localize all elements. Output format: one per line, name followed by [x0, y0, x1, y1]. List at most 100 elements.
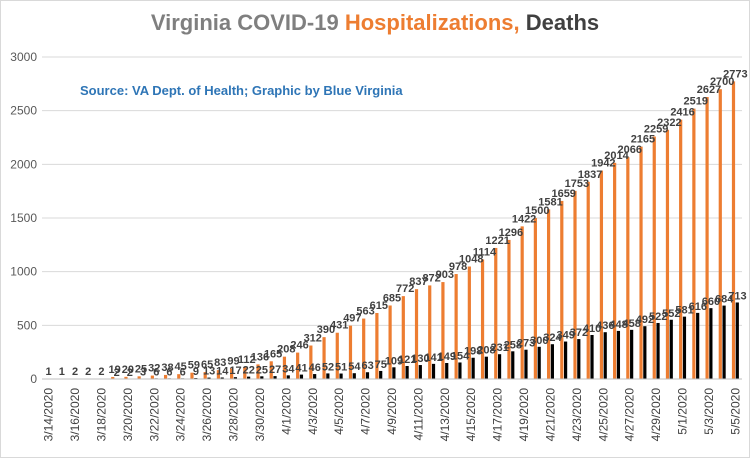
- data-label-hospitalizations: 1: [59, 366, 65, 378]
- bar-deaths: [406, 366, 409, 379]
- x-tick-label: 4/19/2020: [517, 388, 531, 442]
- bar-deaths: [538, 347, 541, 379]
- x-tick-label: 3/20/2020: [121, 388, 135, 442]
- x-tick-label: 4/25/2020: [596, 388, 610, 442]
- bar-hospitalizations: [626, 157, 629, 379]
- x-tick-label: 3/26/2020: [200, 388, 214, 442]
- x-tick-label: 4/13/2020: [438, 388, 452, 442]
- y-tick-label: 2500: [10, 104, 37, 118]
- bar-hospitalizations: [547, 209, 550, 379]
- chart-title: Virginia COVID-19 Hospitalizations, Deat…: [151, 10, 599, 35]
- bar-hospitalizations: [389, 305, 392, 379]
- y-tick-label: 3000: [10, 50, 37, 64]
- bar-hospitalizations: [455, 274, 458, 379]
- y-tick-label: 0: [30, 372, 37, 386]
- bar-hospitalizations: [719, 89, 722, 379]
- x-tick-label: 4/15/2020: [464, 388, 478, 442]
- x-tick-label: 4/23/2020: [570, 388, 584, 442]
- bar-deaths: [300, 375, 303, 379]
- data-label-deaths: 6: [180, 366, 186, 378]
- bar-hospitalizations: [653, 137, 656, 379]
- x-tick-label: 3/24/2020: [174, 388, 188, 442]
- bar-deaths: [287, 375, 290, 379]
- data-label-deaths: 22: [243, 365, 255, 377]
- bar-deaths: [485, 357, 488, 379]
- x-tick-label: 3/22/2020: [147, 388, 161, 442]
- data-label-deaths: 2: [127, 367, 133, 379]
- bar-deaths: [630, 330, 633, 379]
- bar-deaths: [696, 313, 699, 379]
- x-tick-label: 4/7/2020: [359, 388, 373, 435]
- bar-hospitalizations: [679, 120, 682, 379]
- bar-deaths: [590, 335, 593, 379]
- bar-deaths: [326, 373, 329, 379]
- data-label-deaths: 6: [166, 366, 172, 378]
- x-tick-label: 5/5/2020: [728, 388, 742, 435]
- bar-deaths: [709, 308, 712, 379]
- bar-deaths: [722, 306, 725, 379]
- data-label-deaths: 34: [282, 363, 295, 375]
- bar-deaths: [313, 374, 316, 379]
- bar-deaths: [392, 367, 395, 379]
- data-label-deaths: 713: [728, 290, 746, 302]
- data-label-hospitalizations: 2773: [723, 68, 747, 80]
- x-tick-label: 3/28/2020: [227, 388, 241, 442]
- data-label-deaths: 3: [140, 367, 146, 379]
- bar-deaths: [604, 332, 607, 379]
- y-tick-label: 500: [17, 318, 37, 332]
- y-tick-label: 1500: [10, 211, 37, 225]
- data-label-deaths: 52: [322, 361, 334, 373]
- data-label-hospitalizations: 2: [72, 366, 78, 378]
- bar-deaths: [498, 354, 501, 379]
- bar-deaths: [551, 344, 554, 379]
- bar-hospitalizations: [600, 171, 603, 379]
- bar-deaths: [656, 323, 659, 379]
- x-tick-label: 5/3/2020: [702, 388, 716, 435]
- data-label-hospitalizations: 1837: [578, 169, 602, 181]
- data-label-deaths: 46: [309, 362, 321, 374]
- x-tick-label: 4/1/2020: [279, 388, 293, 435]
- x-tick-label: 4/5/2020: [332, 388, 346, 435]
- x-tick-label: 5/1/2020: [676, 388, 690, 435]
- data-label-hospitalizations: 2416: [670, 107, 694, 119]
- x-tick-label: 4/29/2020: [649, 388, 663, 442]
- bar-deaths: [419, 365, 422, 379]
- bar-hospitalizations: [732, 81, 735, 379]
- bar-deaths: [617, 331, 620, 379]
- bar-hospitalizations: [494, 248, 497, 379]
- x-tick-label: 4/3/2020: [306, 388, 320, 435]
- title-part-hospitalizations: Hospitalizations,: [345, 10, 526, 35]
- x-tick-label: 3/14/2020: [42, 388, 56, 442]
- data-label-deaths: 6: [153, 366, 159, 378]
- bar-deaths: [472, 358, 475, 379]
- data-label-deaths: 54: [348, 361, 361, 373]
- data-label-deaths: 25: [256, 364, 268, 376]
- bar-deaths: [524, 350, 527, 379]
- title-part-state: Virginia COVID-19: [151, 10, 345, 35]
- x-tick-label: 3/30/2020: [253, 388, 267, 442]
- bar-deaths: [458, 362, 461, 379]
- x-tick-label: 4/17/2020: [491, 388, 505, 442]
- data-label-deaths: 9: [193, 366, 199, 378]
- bar-hospitalizations: [507, 240, 510, 379]
- bar-hospitalizations: [666, 130, 669, 379]
- data-label-hospitalizations: 2: [98, 366, 104, 378]
- data-label-hospitalizations: 1114: [473, 246, 497, 258]
- data-label-deaths: 17: [229, 365, 241, 377]
- bar-hospitalizations: [587, 182, 590, 379]
- bar-deaths: [670, 320, 673, 379]
- bar-hospitalizations: [534, 218, 537, 379]
- x-tick-label: 4/9/2020: [385, 388, 399, 435]
- bar-deaths: [683, 317, 686, 379]
- bar-deaths: [432, 364, 435, 379]
- data-label-deaths: 51: [335, 362, 347, 374]
- data-label-hospitalizations: 1296: [499, 227, 523, 239]
- bar-hospitalizations: [639, 147, 642, 379]
- bar-deaths: [445, 363, 448, 379]
- bar-deaths: [643, 326, 646, 379]
- bar-deaths: [577, 339, 580, 379]
- bar-deaths: [379, 371, 382, 379]
- bar-deaths: [339, 374, 342, 379]
